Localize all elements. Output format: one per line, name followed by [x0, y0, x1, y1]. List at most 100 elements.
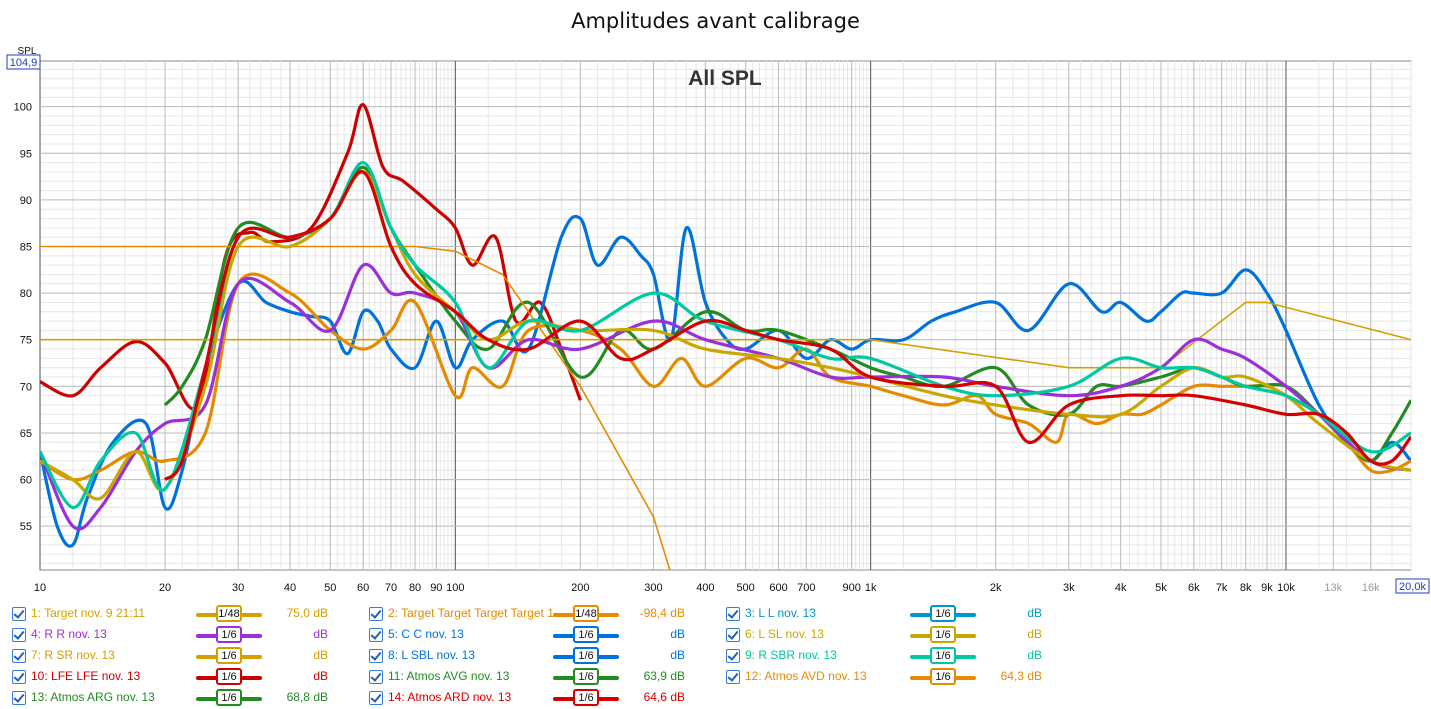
smoothing-button[interactable]: 1/6: [930, 668, 956, 685]
y-tick-label: 100: [14, 102, 32, 114]
smoothing-button[interactable]: 1/6: [930, 626, 956, 643]
legend-label: 13: Atmos ARG nov. 13: [31, 690, 155, 704]
legend-checkbox[interactable]: [369, 628, 383, 642]
legend-value: 63,9 dB: [643, 669, 685, 683]
x-tick-label: 30: [232, 582, 244, 594]
smoothing-button[interactable]: 1/48: [573, 605, 599, 622]
y-tick-label: 80: [20, 288, 32, 300]
smoothing-button[interactable]: 1/6: [216, 689, 242, 706]
legend-checkbox[interactable]: [369, 649, 383, 663]
smoothing-button[interactable]: 1/6: [216, 626, 242, 643]
legend-checkbox[interactable]: [726, 607, 740, 621]
x-tick-label: 16k: [1362, 582, 1380, 594]
legend-checkbox[interactable]: [12, 649, 26, 663]
legend-item: 8: L SBL nov. 13 1/6 dB: [369, 647, 709, 666]
x-tick-label: 2k: [990, 582, 1002, 594]
legend-value: -98,4 dB: [639, 606, 685, 620]
x-tick-label: 5k: [1155, 582, 1167, 594]
y-tick-label: 95: [20, 148, 32, 160]
series-line-atmos-ard-nov-13: [163, 170, 1411, 481]
legend-item: 9: R SBR nov. 13 1/6 dB: [726, 647, 1066, 666]
x-tick-label: 20: [159, 582, 171, 594]
smoothing-button[interactable]: 1/6: [930, 605, 956, 622]
x-tick-label: 70: [385, 582, 397, 594]
legend-label: 7: R SR nov. 13: [31, 648, 115, 662]
legend-value: dB: [1027, 627, 1042, 641]
series-line-l-sbl-nov-13: [40, 214, 1411, 548]
legend-item: 2: Target Target Target Target 1 1/48 -98,…: [369, 605, 709, 624]
x-tick-label: 13k: [1324, 582, 1342, 594]
legend-checkbox[interactable]: [12, 607, 26, 621]
legend-checkbox[interactable]: [369, 691, 383, 705]
y-max-label[interactable]: 104,9: [10, 57, 38, 69]
smoothing-button[interactable]: 1/6: [216, 668, 242, 685]
legend-value: 68,8 dB: [286, 690, 328, 704]
legend-label: 4: R R nov. 13: [31, 627, 107, 641]
y-tick-label: 75: [20, 335, 32, 347]
legend-value: dB: [313, 627, 328, 641]
major-gridlines: [39, 61, 1411, 570]
smoothing-button[interactable]: 1/48: [216, 605, 242, 622]
legend-value: dB: [670, 627, 685, 641]
x-max-label[interactable]: 20,0k: [1399, 581, 1426, 593]
legend-checkbox[interactable]: [726, 670, 740, 684]
series-line-target-target-target-target-1: [40, 245, 671, 570]
legend-value: dB: [1027, 606, 1042, 620]
legend-checkbox[interactable]: [726, 649, 740, 663]
legend-value: 75,0 dB: [286, 606, 328, 620]
y-axis-label: SPL: [18, 46, 37, 57]
legend-item: 1: Target nov. 9 21:11 1/48 75,0 dB: [12, 605, 352, 624]
legend-item: 5: C C nov. 13 1/6 dB: [369, 626, 709, 645]
legend-checkbox[interactable]: [12, 670, 26, 684]
series-line-r-r-nov-13: [40, 262, 1411, 531]
legend-value: dB: [313, 669, 328, 683]
plot-area: [39, 60, 1412, 571]
x-tick-label: 300: [644, 582, 662, 594]
legend-label: 8: L SBL nov. 13: [388, 648, 475, 662]
x-tick-label: 8k: [1240, 582, 1252, 594]
legend-item: 6: L SL nov. 13 1/6 dB: [726, 626, 1066, 645]
y-tick-label: 70: [20, 381, 32, 393]
x-tick-label: 90: [430, 582, 442, 594]
smoothing-button[interactable]: 1/6: [573, 668, 599, 685]
legend-label: 3: L L nov. 13: [745, 606, 816, 620]
chart-plot[interactable]: 10 20 30 40 50 60 70 80 90 100 200 300 400 500 600 700 9…: [0, 0, 1431, 600]
legend-checkbox[interactable]: [369, 607, 383, 621]
series-line-lfe-lfe-nov-13: [40, 103, 582, 411]
x-tick-label: 400: [696, 582, 714, 594]
x-tick-label: 10: [34, 582, 46, 594]
x-tick-label: 80: [409, 582, 421, 594]
curves: [40, 103, 1411, 570]
smoothing-button[interactable]: 1/6: [216, 647, 242, 664]
x-tick-label: 4k: [1115, 582, 1127, 594]
legend-checkbox[interactable]: [726, 628, 740, 642]
legend-item: 3: L L nov. 13 1/6 dB: [726, 605, 1066, 624]
smoothing-button[interactable]: 1/6: [930, 647, 956, 664]
legend-label: 2: Target Target Target Target 1: [388, 606, 554, 620]
x-tick-label: 9k: [1261, 582, 1273, 594]
series-line-atmos-avd-nov-13: [40, 272, 1411, 482]
legend-checkbox[interactable]: [12, 628, 26, 642]
legend-checkbox[interactable]: [12, 691, 26, 705]
x-tick-label: 200: [571, 582, 589, 594]
y-max-box[interactable]: [6, 54, 41, 70]
x-max-box[interactable]: [1395, 578, 1430, 594]
y-tick-label: 85: [20, 242, 32, 254]
legend-label: 12: Atmos AVD nov. 13: [745, 669, 867, 683]
legend-label: 9: R SBR nov. 13: [745, 648, 837, 662]
x-tick-label: 7k: [1216, 582, 1228, 594]
legend-item: 4: R R nov. 13 1/6 dB: [12, 626, 352, 645]
legend-checkbox[interactable]: [369, 670, 383, 684]
y-tick-label: 60: [20, 475, 32, 487]
x-tick-label: 6k: [1188, 582, 1200, 594]
x-tick-label: 900: [842, 582, 860, 594]
smoothing-button[interactable]: 1/6: [573, 647, 599, 664]
legend-label: 5: C C nov. 13: [388, 627, 464, 641]
smoothing-button[interactable]: 1/6: [573, 626, 599, 643]
legend-label: 10: LFE LFE nov. 13: [31, 669, 141, 683]
x-tick-label: 1k: [865, 582, 877, 594]
legend-value: 64,3 dB: [1000, 669, 1042, 683]
y-tick-label: 55: [20, 521, 32, 533]
x-tick-label: 500: [736, 582, 754, 594]
smoothing-button[interactable]: 1/6: [573, 689, 599, 706]
